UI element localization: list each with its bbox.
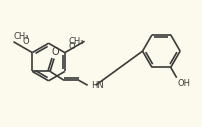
Text: OH: OH [176, 79, 189, 88]
Text: CH₃: CH₃ [14, 32, 29, 41]
Text: O: O [68, 42, 75, 51]
Text: O: O [51, 47, 59, 57]
Text: O: O [22, 37, 29, 46]
Text: CH₃: CH₃ [68, 37, 84, 46]
Text: HN: HN [90, 81, 103, 90]
